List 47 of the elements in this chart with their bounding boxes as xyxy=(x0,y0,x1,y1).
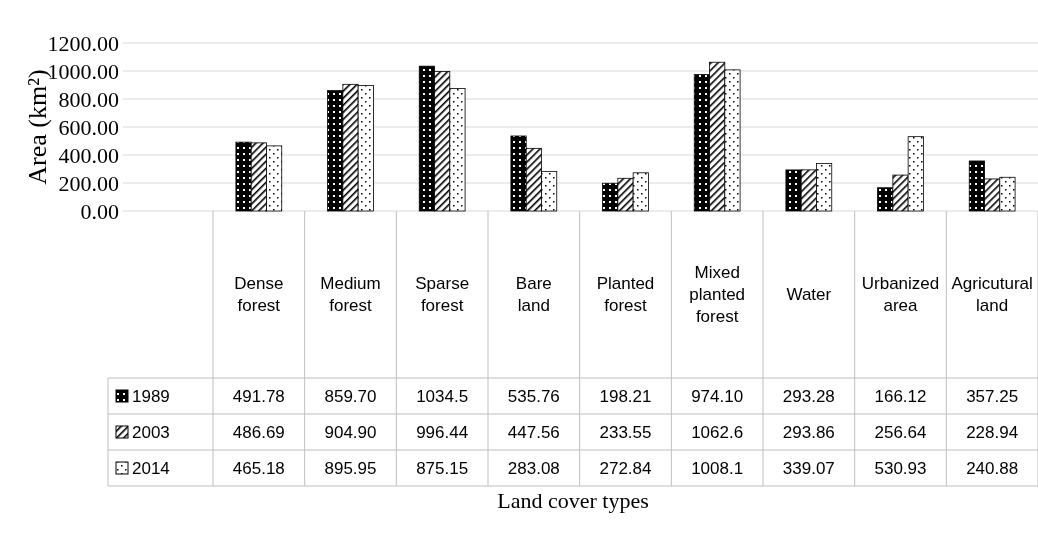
data-label: 233.55 xyxy=(599,422,652,442)
y-tick-label: 800.00 xyxy=(58,86,119,112)
x-tick-label: Sparse forest xyxy=(415,274,470,316)
data-label: 535.76 xyxy=(507,386,560,406)
x-tick-label: Agricutural land xyxy=(951,274,1033,316)
data-label: 1034.5 xyxy=(416,386,469,406)
data-label: 486.69 xyxy=(232,422,285,442)
data-label: 465.18 xyxy=(232,458,285,478)
data-label: 530.93 xyxy=(874,458,927,478)
data-label: 974.10 xyxy=(691,386,744,406)
data-label: 1062.6 xyxy=(691,422,744,442)
x-tick-label: Planted forest xyxy=(596,274,655,316)
data-label: 166.12 xyxy=(874,386,927,406)
data-label: 875.15 xyxy=(416,458,469,478)
data-label: 357.25 xyxy=(966,386,1019,406)
data-label: 1008.1 xyxy=(691,458,744,478)
x-tick-label: Medium forest xyxy=(320,274,381,316)
text: Land cover types xyxy=(497,488,649,513)
data-label: 895.95 xyxy=(324,458,377,478)
data-label: 240.88 xyxy=(966,458,1019,478)
y-axis-title: Area (km²) xyxy=(23,69,52,185)
data-label: 256.64 xyxy=(874,422,927,442)
legend-label: 2003 xyxy=(132,422,170,442)
x-tick-label: Mixed planted forest xyxy=(689,263,746,327)
data-label: 491.78 xyxy=(232,386,285,406)
data-label: 859.70 xyxy=(324,386,377,406)
legend-label: 1989 xyxy=(132,386,170,406)
y-tick-label: 400.00 xyxy=(58,142,119,168)
y-tick-label: 600.00 xyxy=(58,114,119,140)
data-label: 339.07 xyxy=(782,458,835,478)
data-label: 272.84 xyxy=(599,458,652,478)
x-tick-label: Dense forest xyxy=(234,274,284,316)
y-tick-label: 0.00 xyxy=(80,198,119,224)
x-tick-label: Water xyxy=(786,285,832,305)
y-tick-label: 200.00 xyxy=(58,170,119,196)
data-label: 293.86 xyxy=(782,422,835,442)
data-label: 904.90 xyxy=(324,422,377,442)
data-label: 283.08 xyxy=(507,458,560,478)
x-tick-label: Urbanized area xyxy=(861,274,940,316)
legend-label: 2014 xyxy=(132,458,170,478)
x-tick-label: Bare land xyxy=(515,274,552,316)
data-label: 228.94 xyxy=(966,422,1019,442)
data-label: 996.44 xyxy=(416,422,469,442)
data-label: 293.28 xyxy=(782,386,835,406)
data-label: 198.21 xyxy=(599,386,652,406)
y-tick-label: 1200.00 xyxy=(47,30,119,56)
data-label: 447.56 xyxy=(507,422,560,442)
